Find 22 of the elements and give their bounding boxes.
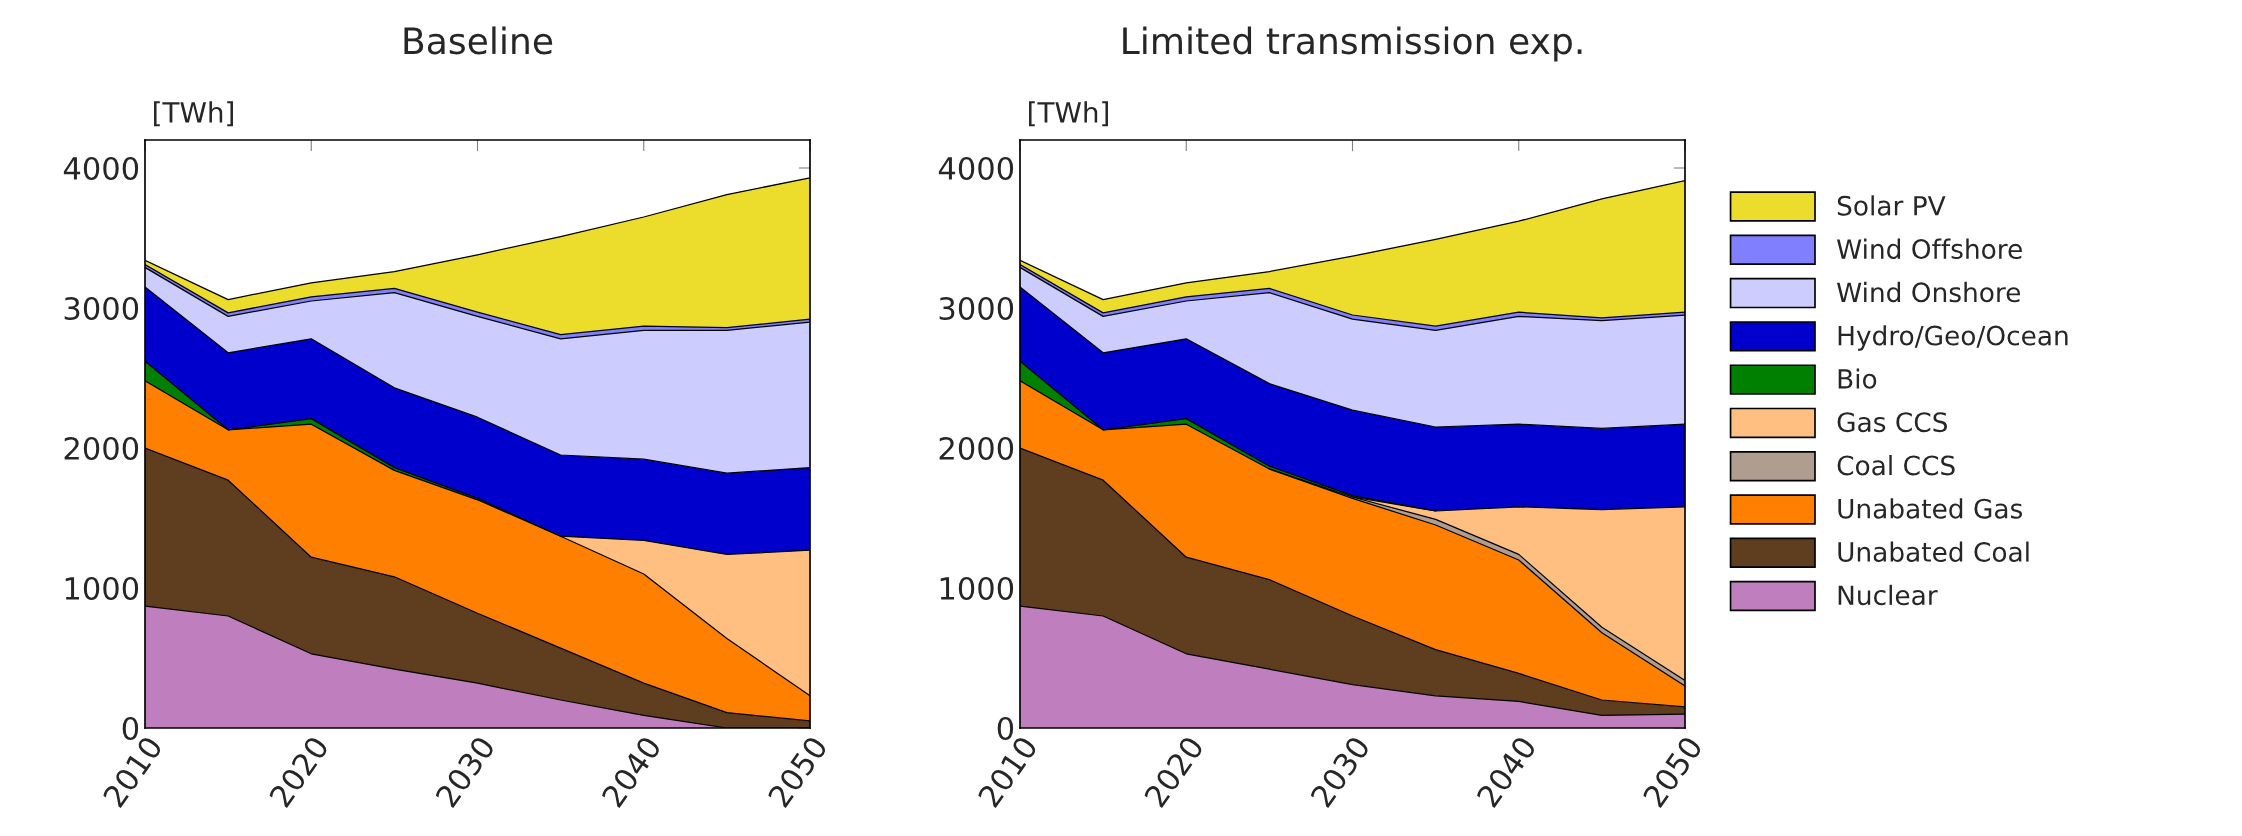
legend-label: Solar PV [1837, 195, 1946, 216]
y-tick-label: 3000 [939, 296, 1014, 321]
y-axis-title: [TWh] [154, 101, 233, 127]
y-tick-label: 1000 [65, 576, 139, 601]
legend-label: Gas CCS [1837, 412, 1947, 433]
legend-label: Unabated Gas [1838, 498, 2023, 519]
y-tick-label: 2000 [939, 436, 1014, 461]
legend-label: Wind Offshore [1836, 238, 2022, 260]
y-tick-label: 1000 [940, 576, 1014, 601]
chart-title: Baseline [404, 26, 553, 55]
y-tick-label: 2000 [64, 436, 139, 461]
y-tick-label: 4000 [938, 156, 1014, 181]
y-tick-label: 3000 [64, 296, 139, 321]
legend-label: Wind Onshore [1836, 281, 2021, 303]
legend-label: Bio [1838, 368, 1877, 389]
y-axis-title: [TWh] [1029, 101, 1108, 127]
legend-label: Coal CCS [1837, 454, 1955, 476]
legend-label: Hydro/Geo/Ocean [1838, 325, 2068, 351]
chart-title: Limited transmission exp. [1123, 26, 1582, 62]
legend-label: Nuclear [1838, 584, 1938, 606]
y-tick-label: 4000 [63, 156, 139, 181]
legend-label: Unabated Coal [1838, 541, 2029, 562]
